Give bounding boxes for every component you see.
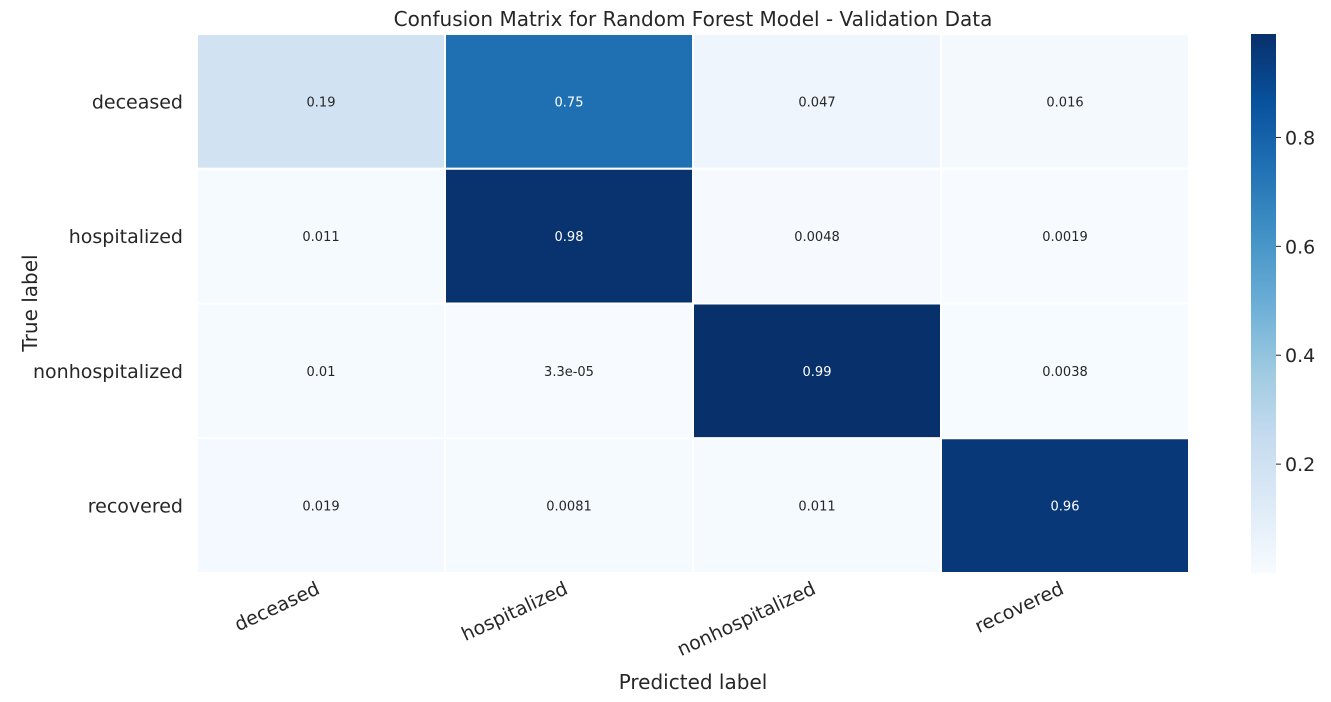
cell-annotation: 0.011 bbox=[798, 500, 835, 515]
heatmap-cells bbox=[196, 33, 1190, 574]
colorbar bbox=[1251, 34, 1276, 573]
x-axis-label: Predicted label bbox=[619, 670, 768, 694]
y-tick-labels: deceased hospitalized nonhospitalized recov… bbox=[33, 91, 183, 517]
y-tick-label: nonhospitalized bbox=[33, 361, 183, 383]
cell-annotation: 3.3e-05 bbox=[544, 365, 594, 380]
heatmap-cell bbox=[940, 167, 1190, 305]
cell-annotation: 0.0048 bbox=[794, 230, 840, 245]
heatmap-cell bbox=[692, 437, 942, 574]
x-tick-label: recovered bbox=[972, 578, 1068, 638]
colorbar-tick-label: 0.8 bbox=[1285, 127, 1315, 149]
x-tick-label: deceased bbox=[231, 578, 323, 636]
x-tick-label: hospitalized bbox=[458, 578, 571, 646]
cell-annotation: 0.19 bbox=[307, 95, 336, 110]
chart-title: Confusion Matrix for Random Forest Model… bbox=[394, 7, 993, 31]
cell-annotation: 0.75 bbox=[555, 95, 584, 110]
x-tick-label: nonhospitalized bbox=[674, 578, 819, 661]
colorbar-tick-label: 0.2 bbox=[1285, 454, 1315, 476]
y-tick-label: hospitalized bbox=[69, 226, 183, 248]
heatmap-cell bbox=[444, 437, 694, 574]
cell-annotation: 0.01 bbox=[307, 365, 336, 380]
heatmap-cell bbox=[940, 302, 1190, 440]
cell-annotation: 0.99 bbox=[803, 365, 832, 380]
heatmap-cell bbox=[196, 167, 446, 305]
heatmap-cell bbox=[940, 437, 1190, 574]
heatmap-annotations: 0.19 0.75 0.047 0.016 0.011 0.98 0.0048 0.0019 0… bbox=[302, 95, 1087, 514]
heatmap-cell bbox=[196, 33, 446, 170]
colorbar-ticks: 0.2 0.4 0.6 0.8 bbox=[1276, 127, 1315, 476]
heatmap-cell bbox=[196, 437, 446, 574]
y-tick-label: recovered bbox=[88, 496, 183, 518]
cell-annotation: 0.96 bbox=[1051, 500, 1080, 515]
y-tick-label: deceased bbox=[92, 91, 183, 113]
cell-annotation: 0.019 bbox=[302, 500, 339, 515]
cell-annotation: 0.0019 bbox=[1042, 230, 1088, 245]
x-tick-labels: deceased hospitalized nonhospitalized recov… bbox=[231, 578, 1067, 661]
y-axis-label: True label bbox=[18, 254, 42, 352]
cell-annotation: 0.047 bbox=[798, 95, 835, 110]
cell-annotation: 0.011 bbox=[302, 230, 339, 245]
cell-annotation: 0.016 bbox=[1046, 95, 1083, 110]
heatmap-cell bbox=[940, 33, 1190, 170]
heatmap-cell bbox=[444, 167, 694, 305]
heatmap-cell bbox=[692, 33, 942, 170]
heatmap-cell bbox=[444, 33, 694, 170]
cell-annotation: 0.0081 bbox=[546, 500, 592, 515]
heatmap-cell bbox=[444, 302, 694, 440]
colorbar-tick-label: 0.4 bbox=[1285, 345, 1315, 367]
cell-annotation: 0.98 bbox=[555, 230, 584, 245]
cell-annotation: 0.0038 bbox=[1042, 365, 1088, 380]
colorbar-tick-label: 0.6 bbox=[1285, 236, 1315, 258]
